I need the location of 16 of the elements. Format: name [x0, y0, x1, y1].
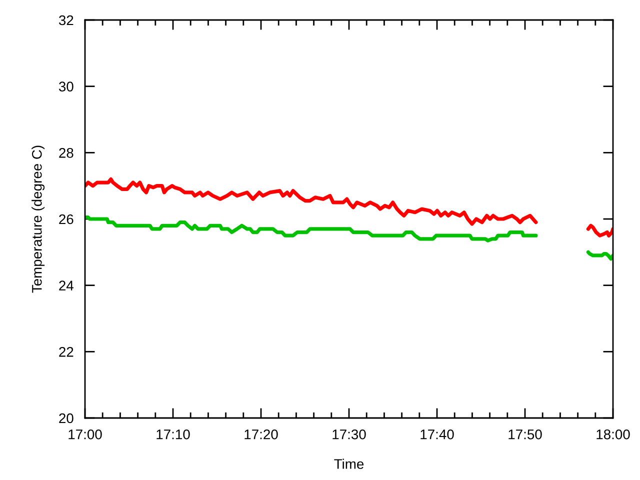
- x-tick-label: 17:40: [420, 429, 454, 440]
- y-tick-label: 30: [58, 82, 74, 92]
- x-tick-label: 17:00: [68, 429, 102, 440]
- x-tick-label: 17:30: [332, 429, 366, 440]
- y-tick-label: 20: [59, 413, 74, 424]
- x-tick-label: 17:50: [508, 429, 542, 440]
- y-axis-title: Temperature (degree C): [32, 146, 45, 293]
- y-tick-label: 24: [59, 280, 74, 290]
- x-tick-label: 17:10: [156, 429, 190, 440]
- y-tick-label: 26: [59, 214, 74, 224]
- y-tick-label: 22: [59, 347, 74, 357]
- y-tick-label: 32: [58, 15, 74, 26]
- x-axis-title: Time: [334, 458, 364, 469]
- y-tick-label: 28: [59, 148, 74, 158]
- x-tick-label: 18:00: [596, 429, 630, 440]
- x-tick-label: 17:20: [244, 429, 278, 440]
